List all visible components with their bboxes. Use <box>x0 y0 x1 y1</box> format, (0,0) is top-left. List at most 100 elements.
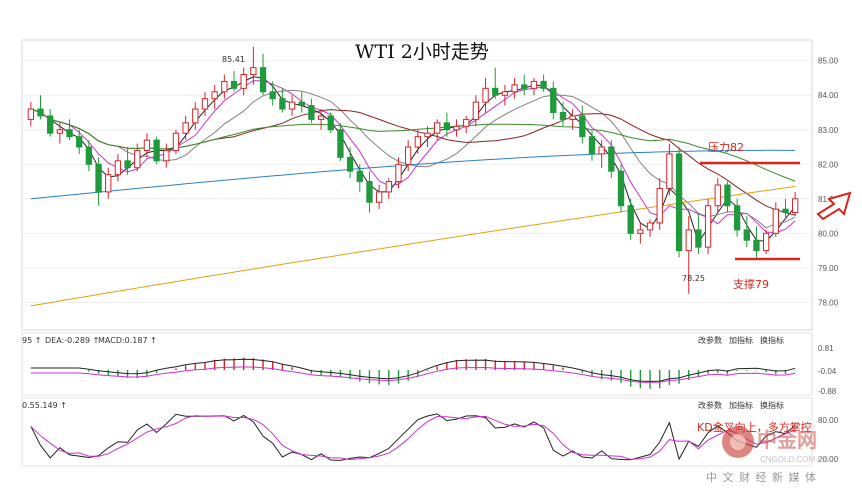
y-tick-label: 85.00 <box>818 57 839 66</box>
candle-body <box>792 198 799 214</box>
macd-panel <box>21 332 813 396</box>
candle-body <box>521 84 528 89</box>
candle-body <box>47 115 54 134</box>
candle-body <box>192 108 199 124</box>
candle-body <box>550 87 557 114</box>
candle-body <box>221 80 228 93</box>
candle-body <box>424 132 431 138</box>
candle-body <box>327 115 334 131</box>
candle-body <box>637 229 644 234</box>
candle-body <box>27 108 34 120</box>
svg-text:80.00: 80.00 <box>818 416 839 425</box>
candle-body <box>395 163 402 183</box>
candle-body <box>37 108 44 117</box>
candle-body <box>675 153 683 252</box>
candle-body <box>492 87 499 96</box>
candle-body <box>501 91 509 96</box>
candle-body <box>279 98 286 110</box>
kdj-panel <box>21 397 813 467</box>
candle-body <box>782 208 789 214</box>
candle-body <box>530 80 538 89</box>
macd-header: 95 ↑ DEA:-0.289 ↑ MACD:0.187 ↑ <box>22 336 157 345</box>
candle-body <box>298 101 305 107</box>
candle-body <box>598 146 605 155</box>
support-label: 支撑79 <box>733 277 769 291</box>
cngold-watermark: 中金网 CNGOLD.COM.CN 中 文 财 经 新 媒 体 <box>706 426 829 484</box>
candle-body <box>76 136 83 148</box>
svg-text:加指标: 加指标 <box>729 335 753 345</box>
kdj-header: 0.55.149 ↑ <box>22 401 67 410</box>
candle-body <box>124 160 131 169</box>
svg-text:改参数: 改参数 <box>698 335 722 345</box>
candle-body <box>579 115 586 138</box>
macd-dea-line <box>30 366 796 383</box>
y-tick-label: 84.00 <box>818 91 839 100</box>
chart-title: WTI 2小时走势 <box>355 41 489 63</box>
macd-menu[interactable]: 改参数 加指标 换指标 <box>698 335 784 345</box>
candle-body <box>434 122 441 134</box>
candle-body <box>733 205 741 231</box>
candle-body <box>288 101 296 110</box>
candle-body <box>163 149 170 162</box>
kdj-lines <box>30 413 796 461</box>
candle-body <box>56 129 64 134</box>
candle-body <box>511 84 518 93</box>
candle-body <box>472 101 480 120</box>
kdj-annotation: KD金叉向上，多方掌控 <box>697 420 812 434</box>
candle-body <box>753 239 760 252</box>
candle-body <box>695 229 702 248</box>
resistance-label: 压力82 <box>708 141 744 154</box>
svg-text:-0.04: -0.04 <box>818 367 837 376</box>
svg-text:MACD:0.187 ↑: MACD:0.187 ↑ <box>98 336 157 345</box>
candle-body <box>211 91 218 100</box>
svg-text:DEA:-0.289 ↑: DEA:-0.289 ↑ <box>45 336 99 345</box>
candle-body <box>346 156 354 172</box>
kdj-k-line <box>30 413 796 461</box>
up-arrow-icon <box>816 191 852 221</box>
svg-text:-0.88: -0.88 <box>818 387 837 396</box>
candle-body <box>463 118 470 127</box>
candle-body <box>608 146 615 172</box>
candle-body <box>85 146 93 165</box>
candle-body <box>714 184 721 207</box>
svg-text:CNGOLD.COM.CN: CNGOLD.COM.CN <box>760 455 829 464</box>
candle-body <box>569 115 576 120</box>
y-tick-label: 80.00 <box>818 229 839 238</box>
svg-text:中金网: 中金网 <box>757 428 817 452</box>
candle-body <box>627 205 634 234</box>
candle-body <box>317 115 325 120</box>
candle-body <box>230 80 238 89</box>
candle-body <box>250 67 257 76</box>
candle-body <box>646 222 654 231</box>
candle-body <box>143 139 151 151</box>
candle-body <box>405 146 412 165</box>
svg-text:95 ↑: 95 ↑ <box>22 336 41 345</box>
y-tick-label: 83.00 <box>818 126 839 135</box>
svg-text:0.81: 0.81 <box>818 344 834 353</box>
kdj-menu[interactable]: 改参数 加指标 换指标 <box>698 400 784 410</box>
ma-line-yellow <box>30 185 796 307</box>
candle-body <box>559 112 567 120</box>
candle-body <box>95 163 102 193</box>
svg-text:换指标: 换指标 <box>760 335 784 345</box>
candle-body <box>666 153 673 189</box>
candle-body <box>443 122 451 131</box>
svg-text:中 文 财 经 新 媒 体: 中 文 财 经 新 媒 体 <box>706 470 817 484</box>
svg-text:改参数: 改参数 <box>698 400 722 410</box>
candle-body <box>685 229 692 252</box>
candle-body <box>172 132 180 151</box>
candle-body <box>482 87 489 103</box>
candle-body <box>772 208 779 234</box>
candle-body <box>153 139 160 162</box>
candle-body <box>134 149 141 169</box>
svg-text:换指标: 换指标 <box>760 400 784 410</box>
candles <box>27 46 799 294</box>
y-tick-label: 82.00 <box>818 160 839 169</box>
ma-line-blue <box>30 149 796 200</box>
candle-body <box>617 170 625 207</box>
macd-histogram <box>30 357 796 389</box>
candle-body <box>743 229 750 241</box>
candle-body <box>375 191 383 203</box>
